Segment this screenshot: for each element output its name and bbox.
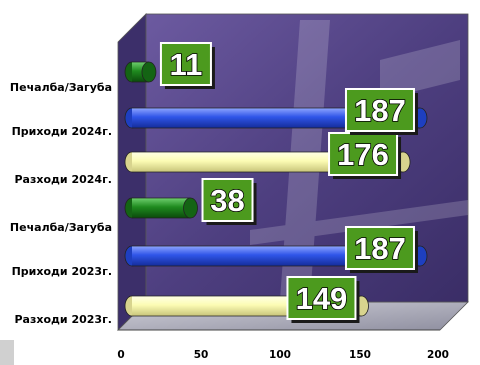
data-label-box <box>328 132 399 176</box>
category-label: Разходи 2024г. <box>15 173 113 186</box>
category-label: Печалба/Загуба <box>10 81 112 94</box>
data-label: 38 <box>201 178 257 225</box>
x-tick-label: 0 <box>117 349 124 361</box>
data-label-box <box>159 42 212 86</box>
data-label: 149 <box>286 276 360 323</box>
x-tick-label: 200 <box>427 349 449 361</box>
x-tick-label: 50 <box>194 349 209 361</box>
bar-end-cap <box>141 61 157 83</box>
x-tick-label: 100 <box>269 349 291 361</box>
data-label-box <box>344 88 415 132</box>
data-label-box <box>286 276 357 320</box>
data-label-text: 176 <box>337 137 389 172</box>
bar <box>124 61 157 83</box>
category-label: Печалба/Загуба <box>10 221 112 234</box>
data-label-text: 187 <box>354 93 406 128</box>
data-label-text: 38 <box>210 183 244 218</box>
category-label: Приходи 2024г. <box>12 125 112 138</box>
category-labels: Печалба/Загуба Приходи 2024г. Разходи 20… <box>10 81 112 326</box>
data-label-text: 187 <box>354 231 406 266</box>
data-label-box <box>344 226 415 270</box>
data-label-box <box>201 178 254 222</box>
bar-body <box>132 198 191 218</box>
data-label: 176 <box>328 132 402 179</box>
data-label-text: 149 <box>296 281 348 316</box>
data-label: 187 <box>344 226 418 273</box>
data-label: 11 <box>159 42 215 89</box>
x-tick-label: 150 <box>349 349 371 361</box>
category-label: Приходи 2023г. <box>12 265 112 278</box>
category-label: Разходи 2023г. <box>15 313 113 326</box>
x-axis-ticks: 0 50 100 150 200 <box>117 349 449 361</box>
bar <box>124 197 198 219</box>
bar-end-cap <box>183 197 198 219</box>
corner-block <box>0 340 14 365</box>
data-label: 187 <box>344 88 418 135</box>
data-label-text: 11 <box>170 47 203 82</box>
